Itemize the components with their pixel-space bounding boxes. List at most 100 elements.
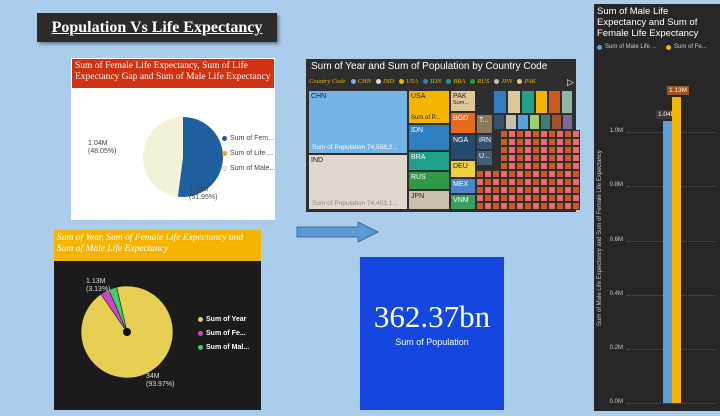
treemap-cell-small[interactable] <box>540 130 548 138</box>
treemap-cell-small[interactable] <box>540 154 548 162</box>
bar-legend-item-female[interactable]: Sum of Fe... <box>666 44 707 50</box>
treemap-cell-small[interactable] <box>564 170 572 178</box>
treemap-cell-t[interactable]: T... <box>476 114 493 134</box>
treemap-cell-small[interactable] <box>508 186 516 194</box>
treemap-cell-small[interactable] <box>476 202 484 210</box>
treemap-cell-small[interactable] <box>572 170 580 178</box>
treemap-cell-small[interactable] <box>562 114 573 130</box>
treemap-cell-small[interactable] <box>508 170 516 178</box>
treemap-cell-small[interactable] <box>516 202 524 210</box>
treemap-cell-small[interactable] <box>532 194 540 202</box>
treemap-cell-small[interactable] <box>524 162 532 170</box>
treemap-cell-small[interactable] <box>507 90 521 114</box>
treemap-cell-small[interactable] <box>476 178 484 186</box>
treemap-cell-small[interactable] <box>492 194 500 202</box>
treemap-cell-small[interactable] <box>500 130 508 138</box>
bar-male[interactable] <box>663 121 672 403</box>
treemap-cell-small[interactable] <box>548 202 556 210</box>
treemap-cell-small[interactable] <box>524 178 532 186</box>
pie1-legend-item[interactable]: Sum of Fem... <box>222 135 274 142</box>
treemap-cell-small[interactable] <box>516 162 524 170</box>
treemap-cell-small[interactable] <box>516 130 524 138</box>
pie2-legend-item[interactable]: Sum of Fe... <box>198 330 246 337</box>
treemap-cell-small[interactable] <box>500 146 508 154</box>
treemap-cell-small[interactable] <box>572 202 580 210</box>
treemap-cell-small[interactable] <box>524 194 532 202</box>
treemap-cell-small[interactable] <box>540 138 548 146</box>
treemap-cell-small[interactable] <box>508 194 516 202</box>
bar-female[interactable] <box>672 96 681 403</box>
treemap-cell-small[interactable] <box>508 146 516 154</box>
population-kpi-card[interactable]: 362.37bn Sum of Population <box>360 257 504 410</box>
treemap-cell-small[interactable] <box>564 138 572 146</box>
treemap-cell-small[interactable] <box>476 194 484 202</box>
treemap-cell-small[interactable] <box>548 178 556 186</box>
treemap-cell-small[interactable] <box>517 114 529 130</box>
treemap-cell-small[interactable] <box>561 90 573 114</box>
treemap-cell-small[interactable] <box>535 90 548 114</box>
treemap-cell-mex[interactable]: MEX <box>450 178 476 194</box>
treemap-cell-small[interactable] <box>492 170 500 178</box>
treemap-cell-ind[interactable]: IND Sum of Population 74,453,1... <box>308 154 408 210</box>
treemap-cell-small[interactable] <box>556 138 564 146</box>
treemap-cell-vnm[interactable]: VNM <box>450 194 476 210</box>
treemap-cell-small[interactable] <box>500 154 508 162</box>
treemap-cell-small[interactable] <box>500 162 508 170</box>
treemap-cell-small[interactable] <box>572 178 580 186</box>
treemap-cell-small[interactable] <box>516 194 524 202</box>
treemap-chart[interactable]: CHN Sum of Population 74,558,2... IND Sum … <box>308 90 580 210</box>
treemap-cell-small[interactable] <box>572 154 580 162</box>
treemap-cell-small[interactable] <box>532 162 540 170</box>
pie1-legend-item[interactable]: Sum of Life ... <box>222 150 273 157</box>
treemap-cell-small[interactable] <box>556 146 564 154</box>
treemap-cell-small[interactable] <box>508 162 516 170</box>
treemap-cell-small[interactable] <box>556 170 564 178</box>
treemap-cell-small[interactable] <box>484 186 492 194</box>
legend-next-icon[interactable]: ▷ <box>567 77 574 87</box>
treemap-cell-small[interactable] <box>572 162 580 170</box>
treemap-cell-small[interactable] <box>524 154 532 162</box>
treemap-cell-small[interactable] <box>500 138 508 146</box>
treemap-cell-small[interactable] <box>548 194 556 202</box>
treemap-cell-small[interactable] <box>492 186 500 194</box>
treemap-cell-small[interactable] <box>564 202 572 210</box>
treemap-cell-small[interactable] <box>548 90 561 114</box>
treemap-cell-small[interactable] <box>516 154 524 162</box>
treemap-cell-small[interactable] <box>484 202 492 210</box>
treemap-cell-small[interactable] <box>524 130 532 138</box>
treemap-cell-irn[interactable]: IRN <box>476 134 493 150</box>
pie2-chart[interactable] <box>54 261 261 410</box>
treemap-cell-small[interactable] <box>500 186 508 194</box>
pie1-legend-item[interactable]: Sum of Male... <box>222 165 275 172</box>
treemap-cell-small[interactable] <box>548 170 556 178</box>
treemap-cell-small[interactable] <box>548 186 556 194</box>
treemap-cell-u[interactable]: U... <box>476 150 493 166</box>
pie2-legend-item[interactable]: Sum of Mal... <box>198 344 249 351</box>
treemap-cell-deu[interactable]: DEU <box>450 160 476 178</box>
treemap-cell-small[interactable] <box>484 170 492 178</box>
treemap-cell-small[interactable] <box>532 130 540 138</box>
treemap-cell-small[interactable] <box>524 138 532 146</box>
treemap-cell-small[interactable] <box>500 194 508 202</box>
treemap-card[interactable]: Sum of Year and Sum of Population by Cou… <box>306 59 580 212</box>
treemap-cell-small[interactable] <box>556 154 564 162</box>
treemap-cell-small[interactable] <box>532 186 540 194</box>
female-male-pie-card[interactable]: Sum of Female Life Expectancy, Sum of Li… <box>71 58 275 220</box>
treemap-cell-small[interactable] <box>532 154 540 162</box>
treemap-cell-small[interactable] <box>500 178 508 186</box>
treemap-cell-small[interactable] <box>524 186 532 194</box>
treemap-cell-small[interactable] <box>532 138 540 146</box>
treemap-cell-rus[interactable]: RUS <box>408 171 450 190</box>
treemap-cell-small[interactable] <box>572 186 580 194</box>
treemap-cell-small[interactable] <box>516 170 524 178</box>
life-expectancy-bar-card[interactable]: Sum of Male Life Expectancy and Sum of F… <box>594 4 720 411</box>
treemap-cell-small[interactable] <box>572 130 580 138</box>
treemap-cell-small[interactable] <box>500 202 508 210</box>
treemap-cell-small[interactable] <box>551 114 562 130</box>
treemap-cell-small[interactable] <box>508 178 516 186</box>
pie-slice-male[interactable] <box>143 117 183 197</box>
year-life-pie-card[interactable]: Sum of Year, Sum of Female Life Expectan… <box>54 230 261 410</box>
treemap-cell-small[interactable] <box>556 202 564 210</box>
treemap-cell-small[interactable] <box>476 170 484 178</box>
treemap-cell-small[interactable] <box>548 130 556 138</box>
